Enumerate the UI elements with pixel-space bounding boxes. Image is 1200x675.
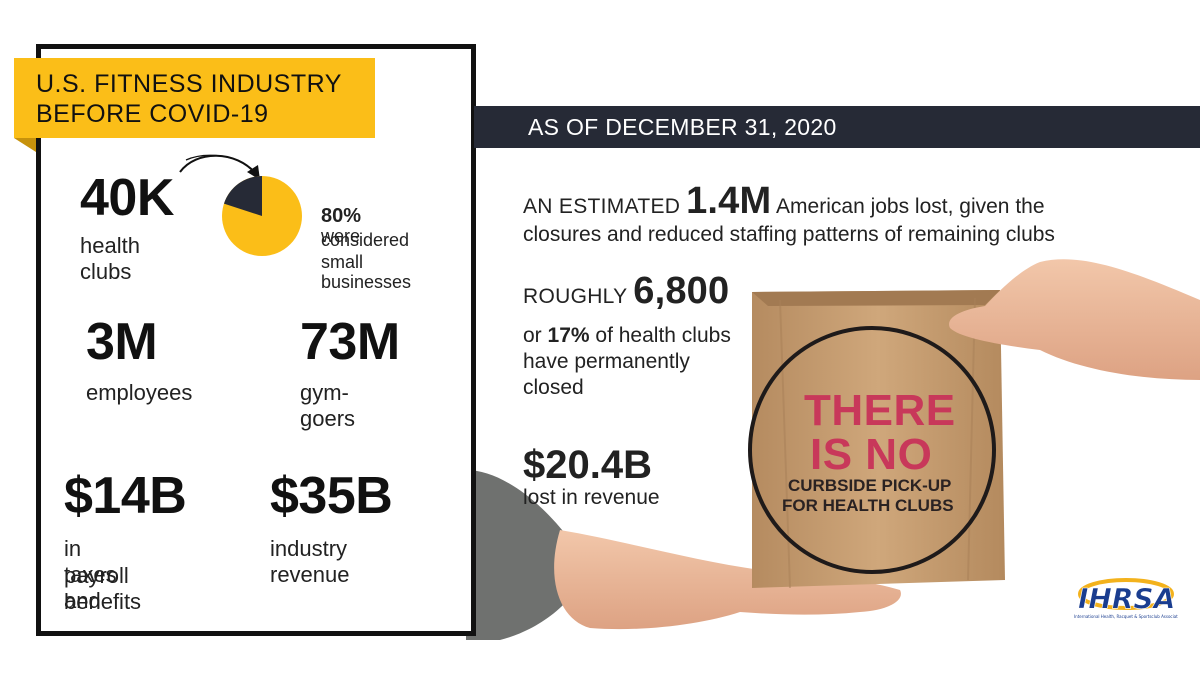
bag-text-line1: THERE xyxy=(804,386,956,435)
clubs-value: 40K xyxy=(80,169,174,227)
pie-slice-other xyxy=(223,176,262,216)
closed-line2-b: of health clubs xyxy=(595,324,731,347)
jobs-suffix: American jobs lost, given the xyxy=(776,195,1045,218)
taxes-label-line2: payroll benefits xyxy=(64,563,142,614)
taxes-label-line1: in taxes and xyxy=(64,536,117,613)
revenue-label: industry revenue xyxy=(270,536,350,587)
closed-line2: or 17% of health clubs xyxy=(523,323,731,349)
jobs-prefix: AN ESTIMATED xyxy=(523,195,681,218)
revenue-lost-label: lost in revenue xyxy=(523,486,660,509)
small-business-pie xyxy=(222,176,302,256)
clubs-label: health clubs xyxy=(80,233,140,284)
bag-text-line2: IS NO xyxy=(810,430,933,479)
employees-label: employees xyxy=(86,380,193,405)
closed-percent: 17% xyxy=(547,324,590,347)
gymgoers-label: gym-goers xyxy=(300,380,356,431)
panel-title-line2: BEFORE COVID-19 xyxy=(36,100,269,128)
title-banner: U.S. FITNESS INDUSTRY BEFORE COVID-19 xyxy=(14,58,375,138)
jobs-line2: closures and reduced staffing patterns o… xyxy=(523,223,1055,246)
curved-arrow-icon xyxy=(179,154,260,180)
ihrsa-logo: IHRSA International Health, Racquet & Sp… xyxy=(1068,574,1184,620)
revenue-lost-value: $20.4B xyxy=(523,443,652,487)
svg-text:International Health, Racquet: International Health, Racquet & Sportscl… xyxy=(1074,614,1178,619)
banner-fold xyxy=(14,138,36,152)
employees-value: 3M xyxy=(86,313,158,371)
closed-line4: closed xyxy=(523,376,584,399)
date-bar-text: AS OF DECEMBER 31, 2020 xyxy=(528,114,837,140)
small-business-line2: considered xyxy=(321,230,410,250)
sleeve-shape xyxy=(466,470,590,640)
taxes-value: $14B xyxy=(64,467,187,525)
jobs-value: 1.4M xyxy=(686,180,772,222)
stamp-circle xyxy=(748,326,996,574)
closed-value: 6,800 xyxy=(633,270,730,312)
svg-text:IHRSA: IHRSA xyxy=(1078,582,1175,615)
bag-text-line3: CURBSIDE PICK-UP xyxy=(788,476,952,495)
closed-line2-a: or xyxy=(523,324,542,347)
bag-shape xyxy=(752,290,1005,588)
date-bar: AS OF DECEMBER 31, 2020 xyxy=(474,106,1200,148)
small-business-text1: were xyxy=(321,226,361,246)
small-business-line1: 80% were xyxy=(321,206,361,246)
small-business-line3: small businesses xyxy=(321,252,412,292)
revenue-value: $35B xyxy=(270,467,393,525)
closed-line1: ROUGHLY 6,800 xyxy=(523,272,729,310)
top-hand-shape xyxy=(949,259,1200,380)
bag-text-line4: FOR HEALTH CLUBS xyxy=(782,496,954,515)
small-business-percent: 80% xyxy=(321,205,362,227)
gymgoers-value: 73M xyxy=(300,313,400,371)
jobs-line1: AN ESTIMATED 1.4M American jobs lost, gi… xyxy=(523,182,1045,220)
closed-prefix: ROUGHLY xyxy=(523,285,628,308)
pre-covid-panel xyxy=(36,44,476,636)
bottom-hand-shape xyxy=(554,530,901,630)
panel-title-line1: U.S. FITNESS INDUSTRY xyxy=(36,70,342,98)
closed-line3: have permanently xyxy=(523,350,690,373)
